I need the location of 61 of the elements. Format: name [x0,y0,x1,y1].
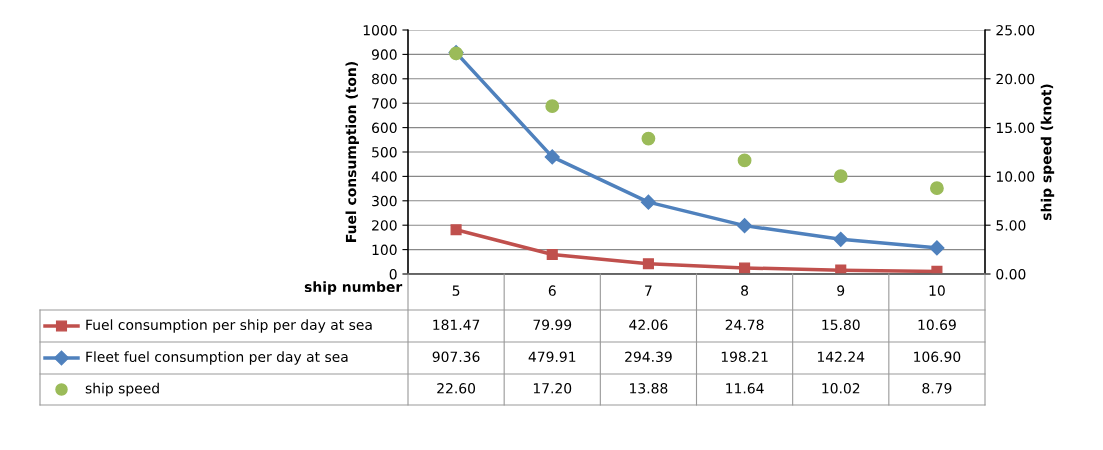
data-label: 79.99 [533,319,572,331]
point [739,262,751,274]
x-tick-label: 9 [837,285,845,296]
data-label: 198.21 [721,351,768,363]
y-tick-label: 1000 [363,24,397,36]
data-label: 24.78 [725,319,764,331]
data-label: 181.47 [433,319,480,331]
point [450,224,462,236]
x-tick-label: 6 [548,285,556,296]
y-tick-label: 700 [372,98,397,109]
x-axis-title: ship number [304,281,403,295]
data-label: 10.02 [822,383,860,394]
y-tick-label: 900 [371,49,397,60]
legend-label: ship speed [85,382,159,397]
point [737,218,753,234]
point [545,99,560,114]
x-tick-label: 8 [741,285,749,296]
legend-label: Fuel consumption per ship per day at sea [86,319,372,333]
data-label: 10.69 [918,319,956,331]
y-axis-title: Fuel consumption (ton) [345,62,359,242]
y-tick-label: 600 [372,122,397,134]
point [544,149,560,165]
point [546,248,558,261]
data-label: 15.80 [822,319,860,331]
point [642,258,654,270]
y2-tick-label: 5.00 [996,220,1026,231]
y-tick-label: 800 [372,73,397,85]
data-label: 17.20 [533,383,572,394]
data-label: 142.24 [817,351,865,362]
data-label: 8.79 [922,383,952,394]
y-tick-label: 400 [371,171,397,182]
point [930,181,944,196]
point [833,169,848,184]
legend-label: Fleet fuel consumption per day at sea [86,351,348,365]
y2-tick-label: 0.00 [996,268,1026,280]
y-tick-label: 200 [372,220,397,231]
point [641,131,656,146]
point [640,194,656,210]
data-label: 907.36 [432,351,480,363]
y-tick-label: 0 [389,268,397,280]
x-tick-label: 10 [929,285,945,296]
data-label: 42.06 [629,319,668,331]
y2-tick-label: 20.00 [996,73,1035,85]
data-label: 11.64 [726,383,764,394]
y-tick-label: 300 [372,195,397,207]
data-label: 479.91 [528,351,576,363]
point [929,240,945,256]
data-label: 294.39 [625,351,672,363]
data-label: 106.90 [914,351,961,363]
y-tick-label: 100 [372,244,397,256]
y2-tick-label: 10.00 [996,171,1035,182]
y2-tick-label: 15.00 [996,122,1035,134]
y2-tick-label: 25.00 [996,24,1035,36]
y-tick-label: 500 [372,146,397,158]
data-label: 13.88 [630,383,668,394]
data-label: 22.60 [437,383,476,394]
x-tick-label: 7 [645,285,652,296]
y2-axis-title: ship speed (knot) [1040,84,1055,221]
x-tick-label: 5 [452,285,460,296]
point [737,153,752,168]
point [833,231,849,247]
